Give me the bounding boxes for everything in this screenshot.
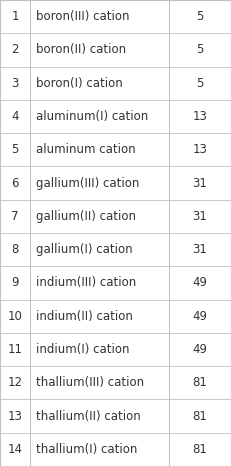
Bar: [0, 67, 231, 100]
Bar: [0, 200, 30, 233]
Bar: [0, 300, 231, 333]
Bar: [0, 233, 30, 266]
Text: 49: 49: [192, 276, 207, 289]
Text: 5: 5: [196, 10, 204, 23]
Bar: [169, 366, 231, 399]
Bar: [0, 266, 231, 300]
Text: 9: 9: [11, 276, 19, 289]
Bar: [169, 200, 231, 233]
Bar: [30, 0, 169, 33]
Bar: [169, 333, 231, 366]
Bar: [169, 233, 231, 266]
Text: 13: 13: [8, 410, 22, 423]
Bar: [169, 300, 231, 333]
Bar: [0, 399, 231, 433]
Bar: [30, 200, 169, 233]
Bar: [0, 0, 231, 33]
Bar: [30, 133, 169, 166]
Text: boron(I) cation: boron(I) cation: [36, 77, 123, 90]
Bar: [0, 100, 231, 133]
Text: boron(II) cation: boron(II) cation: [36, 43, 126, 56]
Text: 4: 4: [11, 110, 19, 123]
Bar: [0, 133, 30, 166]
Text: 8: 8: [11, 243, 19, 256]
Text: 5: 5: [11, 143, 19, 156]
Text: 2: 2: [11, 43, 19, 56]
Bar: [169, 166, 231, 200]
Bar: [0, 33, 30, 67]
Bar: [0, 333, 231, 366]
Bar: [0, 133, 231, 166]
Text: 7: 7: [11, 210, 19, 223]
Bar: [0, 399, 30, 433]
Bar: [0, 433, 30, 466]
Bar: [0, 266, 30, 300]
Bar: [30, 100, 169, 133]
Text: 31: 31: [192, 177, 207, 190]
Bar: [30, 67, 169, 100]
Text: thallium(I) cation: thallium(I) cation: [36, 443, 137, 456]
Bar: [0, 33, 231, 67]
Bar: [0, 233, 231, 266]
Bar: [169, 133, 231, 166]
Text: 6: 6: [11, 177, 19, 190]
Text: 14: 14: [8, 443, 22, 456]
Text: 49: 49: [192, 343, 207, 356]
Bar: [30, 300, 169, 333]
Bar: [30, 233, 169, 266]
Bar: [0, 100, 30, 133]
Bar: [0, 333, 30, 366]
Bar: [30, 166, 169, 200]
Text: 81: 81: [192, 410, 207, 423]
Text: aluminum(I) cation: aluminum(I) cation: [36, 110, 148, 123]
Bar: [169, 0, 231, 33]
Bar: [169, 33, 231, 67]
Bar: [169, 433, 231, 466]
Text: 5: 5: [196, 77, 204, 90]
Bar: [0, 433, 231, 466]
Text: thallium(III) cation: thallium(III) cation: [36, 376, 144, 389]
Text: indium(I) cation: indium(I) cation: [36, 343, 129, 356]
Bar: [0, 67, 30, 100]
Text: 3: 3: [11, 77, 19, 90]
Text: 81: 81: [192, 376, 207, 389]
Bar: [30, 266, 169, 300]
Bar: [169, 100, 231, 133]
Bar: [169, 399, 231, 433]
Text: indium(II) cation: indium(II) cation: [36, 310, 133, 323]
Text: 10: 10: [8, 310, 22, 323]
Bar: [169, 266, 231, 300]
Text: 31: 31: [192, 210, 207, 223]
Text: boron(III) cation: boron(III) cation: [36, 10, 129, 23]
Bar: [0, 200, 231, 233]
Bar: [30, 366, 169, 399]
Bar: [0, 166, 231, 200]
Text: aluminum cation: aluminum cation: [36, 143, 135, 156]
Bar: [30, 33, 169, 67]
Text: thallium(II) cation: thallium(II) cation: [36, 410, 140, 423]
Bar: [30, 399, 169, 433]
Text: 49: 49: [192, 310, 207, 323]
Bar: [0, 300, 30, 333]
Bar: [30, 333, 169, 366]
Bar: [0, 366, 30, 399]
Text: indium(III) cation: indium(III) cation: [36, 276, 136, 289]
Bar: [0, 366, 231, 399]
Bar: [30, 433, 169, 466]
Text: 12: 12: [8, 376, 22, 389]
Text: gallium(I) cation: gallium(I) cation: [36, 243, 132, 256]
Text: 81: 81: [192, 443, 207, 456]
Text: 13: 13: [192, 110, 207, 123]
Text: 1: 1: [11, 10, 19, 23]
Text: 13: 13: [192, 143, 207, 156]
Text: 11: 11: [8, 343, 22, 356]
Text: gallium(III) cation: gallium(III) cation: [36, 177, 139, 190]
Text: 5: 5: [196, 43, 204, 56]
Text: 31: 31: [192, 243, 207, 256]
Text: gallium(II) cation: gallium(II) cation: [36, 210, 136, 223]
Bar: [0, 166, 30, 200]
Bar: [0, 0, 30, 33]
Bar: [169, 67, 231, 100]
